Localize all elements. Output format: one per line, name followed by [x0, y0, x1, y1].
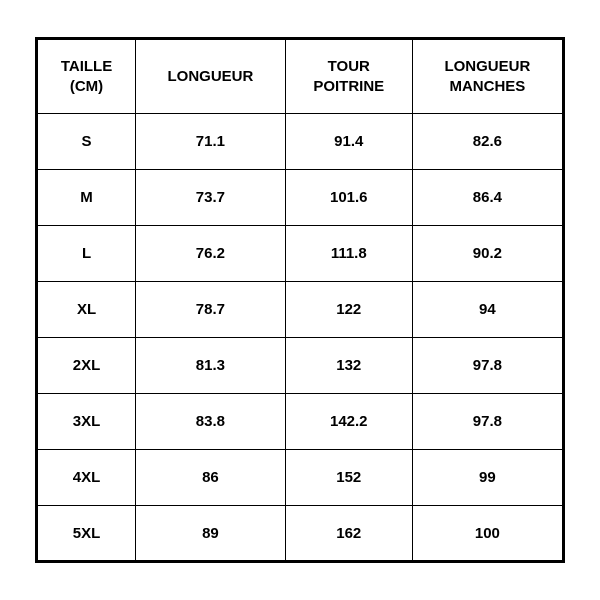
col-header-chest: TOURPOITRINE — [285, 39, 412, 114]
cell-length: 86 — [136, 450, 286, 506]
cell-length: 89 — [136, 506, 286, 562]
cell-size: S — [37, 114, 136, 170]
cell-length: 81.3 — [136, 338, 286, 394]
table-row: L 76.2 111.8 90.2 — [37, 226, 564, 282]
cell-chest: 111.8 — [285, 226, 412, 282]
cell-length: 76.2 — [136, 226, 286, 282]
cell-chest: 162 — [285, 506, 412, 562]
col-header-chest-label: TOURPOITRINE — [313, 58, 384, 95]
table-row: 2XL 81.3 132 97.8 — [37, 338, 564, 394]
col-header-size: TAILLE(CM) — [37, 39, 136, 114]
size-chart-table-wrapper: TAILLE(CM) LONGUEUR TOURPOITRINE LONGUEU… — [35, 37, 565, 563]
table-row: 3XL 83.8 142.2 97.8 — [37, 394, 564, 450]
cell-chest: 122 — [285, 282, 412, 338]
cell-size: 2XL — [37, 338, 136, 394]
cell-size: XL — [37, 282, 136, 338]
table-row: XL 78.7 122 94 — [37, 282, 564, 338]
cell-sleeve: 97.8 — [412, 338, 563, 394]
cell-size: 5XL — [37, 506, 136, 562]
col-header-sleeve: LONGUEURMANCHES — [412, 39, 563, 114]
col-header-length: LONGUEUR — [136, 39, 286, 114]
cell-sleeve: 86.4 — [412, 170, 563, 226]
cell-chest: 142.2 — [285, 394, 412, 450]
table-header-row: TAILLE(CM) LONGUEUR TOURPOITRINE LONGUEU… — [37, 39, 564, 114]
cell-chest: 152 — [285, 450, 412, 506]
cell-sleeve: 97.8 — [412, 394, 563, 450]
cell-sleeve: 100 — [412, 506, 563, 562]
cell-sleeve: 90.2 — [412, 226, 563, 282]
cell-length: 71.1 — [136, 114, 286, 170]
cell-length: 83.8 — [136, 394, 286, 450]
size-chart-table: TAILLE(CM) LONGUEUR TOURPOITRINE LONGUEU… — [35, 37, 565, 563]
cell-size: 3XL — [37, 394, 136, 450]
cell-length: 78.7 — [136, 282, 286, 338]
table-row: S 71.1 91.4 82.6 — [37, 114, 564, 170]
col-header-sleeve-label: LONGUEURMANCHES — [444, 58, 530, 95]
cell-size: L — [37, 226, 136, 282]
col-header-size-line1: TAILLE(CM) — [61, 58, 112, 95]
cell-sleeve: 82.6 — [412, 114, 563, 170]
cell-chest: 101.6 — [285, 170, 412, 226]
table-row: 5XL 89 162 100 — [37, 506, 564, 562]
cell-size: 4XL — [37, 450, 136, 506]
cell-length: 73.7 — [136, 170, 286, 226]
cell-sleeve: 99 — [412, 450, 563, 506]
table-row: M 73.7 101.6 86.4 — [37, 170, 564, 226]
table-row: 4XL 86 152 99 — [37, 450, 564, 506]
cell-sleeve: 94 — [412, 282, 563, 338]
cell-chest: 91.4 — [285, 114, 412, 170]
cell-size: M — [37, 170, 136, 226]
cell-chest: 132 — [285, 338, 412, 394]
